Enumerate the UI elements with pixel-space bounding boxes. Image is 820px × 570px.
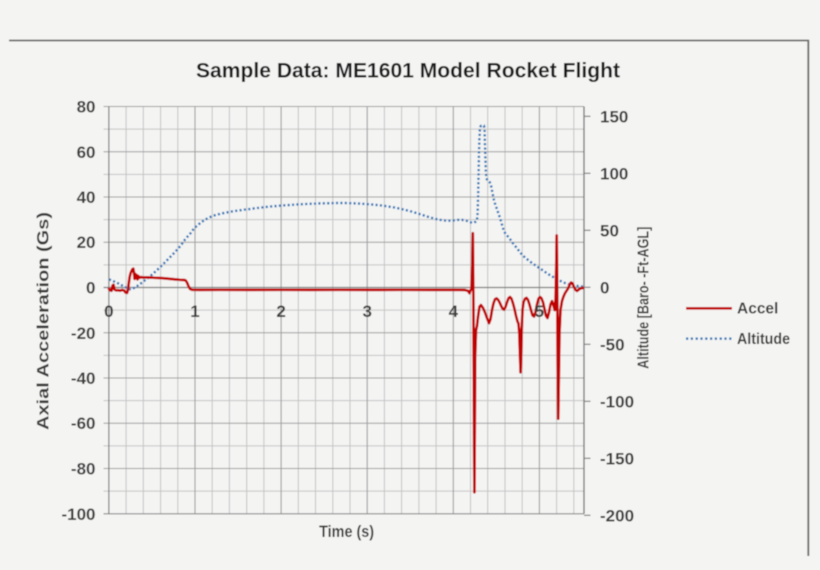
svg-text:Time (s): Time (s) [319,523,374,541]
svg-text:Accel: Accel [737,301,778,318]
svg-text:Altitude: Altitude [737,331,790,348]
svg-text:2: 2 [276,302,285,321]
svg-text:-60: -60 [71,414,96,433]
svg-text:1: 1 [190,302,199,321]
svg-text:-40: -40 [71,369,96,388]
svg-text:100: 100 [600,164,628,183]
svg-text:60: 60 [77,143,96,162]
svg-text:20: 20 [77,233,96,252]
svg-text:-50: -50 [600,335,625,354]
svg-text:0: 0 [600,278,609,297]
svg-text:Axial Acceleration (Gs): Axial Acceleration (Gs) [34,212,53,430]
svg-text:5: 5 [535,302,544,321]
svg-text:0: 0 [86,279,95,298]
svg-text:-20: -20 [71,324,96,343]
svg-text:4: 4 [449,302,459,321]
svg-text:80: 80 [77,98,96,117]
svg-text:-100: -100 [600,392,634,411]
svg-text:0: 0 [104,302,113,321]
svg-text:3: 3 [362,302,371,321]
svg-text:Sample Data: ME1601 Model Rock: Sample Data: ME1601 Model Rocket Flight [196,58,620,82]
svg-text:-200: -200 [600,506,634,525]
svg-text:40: 40 [77,188,96,207]
svg-text:-150: -150 [600,449,634,468]
svg-text:50: 50 [600,221,619,240]
svg-text:-80: -80 [71,460,96,479]
svg-text:-100: -100 [61,505,95,524]
svg-text:150: 150 [600,107,628,126]
svg-text:Altitude [Baro- -Ft-AGL]: Altitude [Baro- -Ft-AGL] [636,227,653,369]
